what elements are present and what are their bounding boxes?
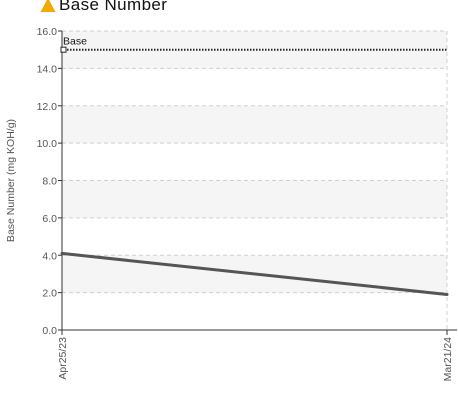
grid-band	[62, 105, 447, 144]
chart-header: Base Number	[40, 0, 167, 16]
y-tick-label: 6.0	[42, 213, 57, 225]
grid-lines	[61, 30, 448, 330]
y-tick-label: 8.0	[42, 176, 57, 188]
series-lines	[60, 251, 449, 296]
x-ticks: Apr25/23 Mar21/24	[57, 330, 454, 381]
reference-line-label: Base	[63, 36, 87, 48]
y-tick-label: 0.0	[42, 325, 57, 337]
y-tick-label: 14.0	[37, 63, 58, 75]
y-tick-label: 12.0	[37, 101, 58, 113]
y-tick-label: 2.0	[42, 288, 57, 300]
series-line	[60, 251, 449, 296]
grid-band	[62, 180, 447, 218]
y-tick-label: 16.0	[37, 26, 58, 38]
x-tick-label: Mar21/24	[442, 337, 454, 382]
warning-triangle-icon	[40, 0, 56, 12]
x-tick-label: Apr25/23	[57, 337, 69, 380]
y-tick-label: 4.0	[42, 250, 57, 262]
reference-marker	[60, 46, 67, 53]
chart-title: Base Number	[59, 0, 168, 14]
reference-lines: Base	[60, 36, 447, 53]
y-axis-label: Base Number (mg KOH/g)	[5, 119, 17, 242]
y-ticks: 0.0 2.0 4.0 6.0 8.0 10.0 12.0 14.0 16.0	[37, 26, 62, 337]
y-tick-label: 10.0	[37, 138, 58, 150]
background-bands	[62, 31, 447, 293]
